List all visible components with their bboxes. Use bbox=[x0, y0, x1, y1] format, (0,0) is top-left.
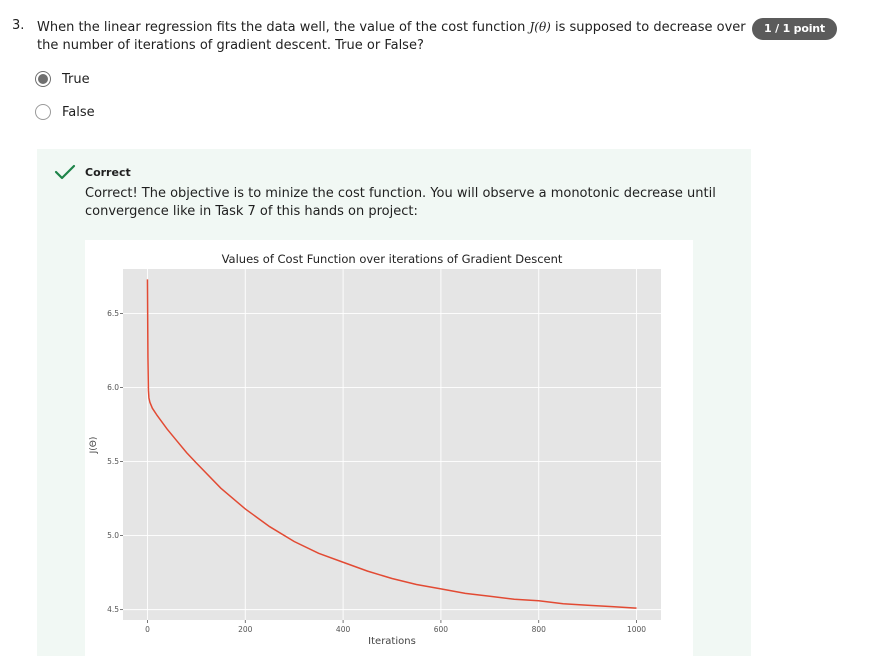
question-math: J(θ) bbox=[529, 20, 551, 34]
cost-function-chart: Values of Cost Function over iterations … bbox=[85, 240, 693, 656]
chart-svg: Values of Cost Function over iterations … bbox=[89, 252, 661, 647]
y-tick-label: 6.5 bbox=[107, 309, 119, 318]
question-number: 3. bbox=[12, 18, 25, 33]
option-false[interactable]: False bbox=[35, 102, 95, 122]
x-tick-label: 1000 bbox=[627, 625, 646, 634]
series-line-cost bbox=[146, 279, 637, 609]
x-axis-label: Iterations bbox=[368, 636, 416, 647]
y-tick-label: 5.5 bbox=[107, 457, 119, 466]
radio-unselected-icon[interactable] bbox=[35, 104, 51, 120]
question-text-after: is supposed to decrease over the number … bbox=[37, 20, 746, 53]
x-tick-label: 600 bbox=[434, 625, 449, 634]
option-label: True bbox=[62, 71, 90, 87]
y-axis-label: J(Θ) bbox=[89, 437, 99, 455]
y-tick-label: 5.0 bbox=[107, 531, 119, 540]
radio-selected-icon[interactable] bbox=[35, 71, 51, 87]
option-label: False bbox=[62, 104, 95, 120]
y-tick-label: 4.5 bbox=[107, 605, 119, 614]
y-tick-label: 6.0 bbox=[107, 383, 119, 392]
feedback-text: Correct! The objective is to minize the … bbox=[85, 186, 716, 219]
chart-title: Values of Cost Function over iterations … bbox=[222, 252, 563, 266]
x-tick-label: 800 bbox=[532, 625, 547, 634]
grid-lines bbox=[123, 269, 661, 620]
option-true[interactable]: True bbox=[35, 69, 90, 89]
x-tick-label: 200 bbox=[238, 625, 253, 634]
points-badge: 1 / 1 point bbox=[752, 18, 837, 40]
plot-area bbox=[123, 269, 661, 620]
feedback-panel: Correct Correct! The objective is to min… bbox=[37, 149, 751, 656]
check-icon bbox=[54, 164, 76, 180]
x-tick-label: 0 bbox=[145, 625, 150, 634]
question-text-before: When the linear regression fits the data… bbox=[37, 20, 530, 35]
x-tick-label: 400 bbox=[336, 625, 351, 634]
axis-ticks: 0 200 400 600 800 1000 4.5 5.0 5.5 6.0 6.5 bbox=[107, 309, 646, 634]
question-text: When the linear regression fits the data… bbox=[37, 18, 749, 55]
feedback-status: Correct bbox=[85, 166, 131, 179]
